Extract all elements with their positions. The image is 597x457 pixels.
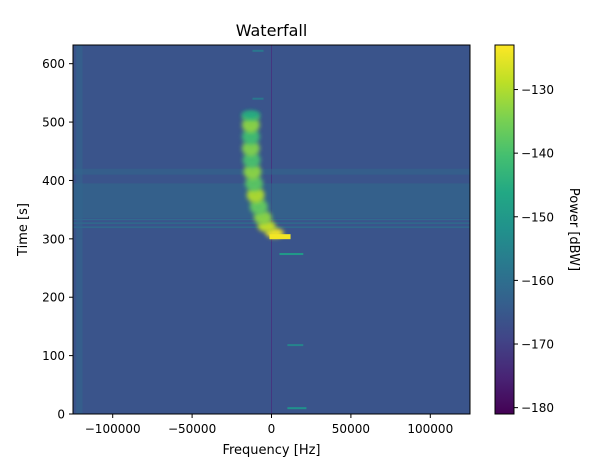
spur-line — [287, 344, 304, 347]
edge-band — [76, 45, 83, 414]
colorbar-tick-label: −170 — [521, 338, 554, 352]
band-region — [73, 183, 470, 219]
colorbar-tick-label: −130 — [521, 83, 554, 97]
x-axis: −100000 −50000 0 50000 100000 — [85, 414, 453, 436]
colorbar: −180 −170 −160 −150 −140 −130 Power [dBW] — [494, 44, 581, 415]
colorbar-label: Power [dBW] — [566, 188, 581, 271]
colorbar-tick-label: −180 — [521, 401, 554, 415]
x-axis-label: Frequency [Hz] — [222, 443, 320, 457]
y-tick-label: 100 — [42, 349, 65, 363]
spur-line — [252, 49, 264, 52]
signal-blob — [245, 175, 264, 192]
signal-blob — [242, 152, 261, 168]
band-region — [73, 168, 470, 175]
y-tick-label: 200 — [42, 291, 65, 305]
signal-blob — [246, 187, 265, 203]
spur-line — [287, 407, 307, 410]
signal-blob — [241, 110, 260, 119]
colorbar-axis: −180 −170 −160 −150 −140 −130 — [514, 83, 554, 415]
signal-blob — [249, 198, 268, 215]
signal-blob — [241, 128, 260, 145]
heatmap-signal — [241, 49, 307, 410]
y-axis-label: Time [s] — [16, 203, 31, 257]
signal-blob — [241, 140, 260, 157]
y-tick-label: 400 — [42, 174, 65, 188]
y-axis: 0 100 200 300 400 500 600 — [42, 57, 73, 422]
colorbar-tick-label: −160 — [521, 274, 554, 288]
colorbar-tick-label: −150 — [521, 210, 554, 224]
spur-line — [252, 97, 264, 100]
colorbar-tick-label: −140 — [521, 147, 554, 161]
y-tick-label: 300 — [42, 232, 65, 246]
y-tick-label: 500 — [42, 116, 65, 130]
heatmap-features — [73, 45, 470, 414]
colorbar-gradient — [495, 45, 514, 414]
horizontal-line — [73, 218, 470, 221]
x-tick-label: −50000 — [168, 422, 216, 436]
signal-blob — [241, 117, 260, 133]
colorbar-frame — [494, 44, 515, 415]
x-tick-label: −100000 — [85, 422, 141, 436]
x-tick-label: 50000 — [332, 422, 370, 436]
y-tick-label: 600 — [42, 57, 65, 71]
signal-head — [269, 234, 291, 240]
x-tick-label: 0 — [268, 422, 276, 436]
plot-area — [73, 45, 470, 414]
y-tick-label: 0 — [57, 408, 65, 422]
x-tick-label: 100000 — [407, 422, 453, 436]
chart-title: Waterfall — [236, 21, 308, 40]
spur-line — [279, 253, 304, 256]
signal-blob — [243, 163, 262, 180]
